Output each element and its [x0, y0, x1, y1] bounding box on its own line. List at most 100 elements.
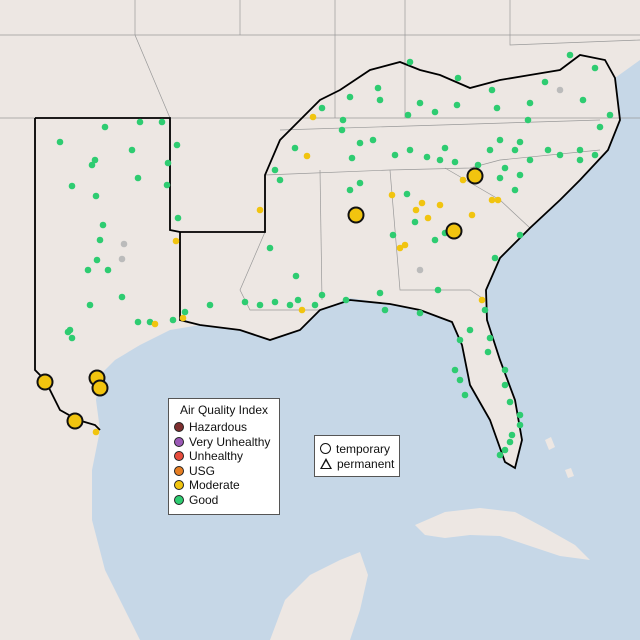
monitor-moderate[interactable]	[303, 152, 311, 160]
monitor-good[interactable]	[163, 181, 171, 189]
monitor-moderate[interactable]	[401, 241, 409, 249]
monitor-good[interactable]	[491, 254, 499, 262]
monitor-good[interactable]	[486, 146, 494, 154]
monitor-good[interactable]	[456, 376, 464, 384]
monitor-good[interactable]	[506, 398, 514, 406]
monitor-moderate[interactable]	[488, 196, 496, 204]
monitor-good[interactable]	[579, 96, 587, 104]
monitor-good[interactable]	[423, 153, 431, 161]
monitor-good[interactable]	[416, 309, 424, 317]
monitor-good[interactable]	[496, 451, 504, 459]
monitor-good[interactable]	[541, 78, 549, 86]
monitor-good[interactable]	[501, 366, 509, 374]
monitor-good[interactable]	[403, 190, 411, 198]
monitor-good[interactable]	[576, 156, 584, 164]
monitor-good[interactable]	[591, 64, 599, 72]
monitor-good[interactable]	[411, 218, 419, 226]
monitor-good[interactable]	[169, 316, 177, 324]
monitor-good[interactable]	[356, 179, 364, 187]
monitor-good[interactable]	[318, 104, 326, 112]
monitor-moderate[interactable]	[256, 206, 264, 214]
monitor-good[interactable]	[506, 438, 514, 446]
monitor-good[interactable]	[92, 192, 100, 200]
monitor-good[interactable]	[526, 99, 534, 107]
monitor-good[interactable]	[596, 123, 604, 131]
monitor-good[interactable]	[451, 366, 459, 374]
monitor-moderate[interactable]	[436, 201, 444, 209]
monitor-moderate[interactable]	[388, 191, 396, 199]
monitor-good[interactable]	[453, 101, 461, 109]
monitor-good[interactable]	[544, 146, 552, 154]
monitor-good[interactable]	[88, 161, 96, 169]
monitor-good[interactable]	[434, 286, 442, 294]
monitor-moderate[interactable]	[396, 244, 404, 252]
monitor-good[interactable]	[136, 118, 144, 126]
monitor-good[interactable]	[406, 58, 414, 66]
monitor-good[interactable]	[406, 146, 414, 154]
monitor-good[interactable]	[256, 301, 264, 309]
monitor-good[interactable]	[501, 381, 509, 389]
monitor-moderate-temporary[interactable]	[36, 373, 54, 391]
monitor-good[interactable]	[339, 116, 347, 124]
monitor-good[interactable]	[311, 301, 319, 309]
monitor-good[interactable]	[526, 156, 534, 164]
monitor-moderate[interactable]	[92, 428, 100, 436]
monitor-good[interactable]	[431, 108, 439, 116]
monitor-good[interactable]	[416, 99, 424, 107]
monitor-good[interactable]	[291, 144, 299, 152]
monitor-good[interactable]	[516, 171, 524, 179]
monitor-good[interactable]	[99, 221, 107, 229]
monitor-good[interactable]	[511, 146, 519, 154]
monitor-good[interactable]	[266, 244, 274, 252]
monitor-good[interactable]	[501, 164, 509, 172]
monitor-good[interactable]	[516, 411, 524, 419]
monitor-moderate-temporary[interactable]	[66, 412, 84, 430]
monitor-good[interactable]	[318, 291, 326, 299]
monitor-good[interactable]	[369, 136, 377, 144]
monitor-good[interactable]	[454, 74, 462, 82]
monitor-good[interactable]	[404, 111, 412, 119]
monitor-good[interactable]	[346, 93, 354, 101]
monitor-good[interactable]	[486, 334, 494, 342]
monitor-no-data[interactable]	[416, 266, 424, 274]
monitor-moderate-temporary[interactable]	[466, 167, 484, 185]
monitor-good[interactable]	[181, 308, 189, 316]
monitor-good[interactable]	[84, 266, 92, 274]
monitor-good[interactable]	[508, 431, 516, 439]
monitor-good[interactable]	[376, 96, 384, 104]
monitor-good[interactable]	[511, 186, 519, 194]
monitor-good[interactable]	[488, 86, 496, 94]
monitor-moderate[interactable]	[418, 199, 426, 207]
monitor-good[interactable]	[68, 334, 76, 342]
monitor-good[interactable]	[271, 166, 279, 174]
monitor-good[interactable]	[93, 256, 101, 264]
monitor-good[interactable]	[516, 231, 524, 239]
monitor-good[interactable]	[134, 174, 142, 182]
monitor-good[interactable]	[346, 186, 354, 194]
monitor-good[interactable]	[591, 151, 599, 159]
monitor-good[interactable]	[493, 104, 501, 112]
monitor-good[interactable]	[484, 348, 492, 356]
monitor-good[interactable]	[441, 144, 449, 152]
monitor-good[interactable]	[556, 151, 564, 159]
monitor-good[interactable]	[466, 326, 474, 334]
monitor-moderate[interactable]	[468, 211, 476, 219]
monitor-good[interactable]	[576, 146, 584, 154]
monitor-good[interactable]	[374, 84, 382, 92]
monitor-good[interactable]	[68, 182, 76, 190]
monitor-good[interactable]	[516, 421, 524, 429]
monitor-good[interactable]	[64, 328, 72, 336]
monitor-moderate[interactable]	[494, 196, 502, 204]
monitor-good[interactable]	[174, 214, 182, 222]
monitor-good[interactable]	[338, 126, 346, 134]
monitor-moderate[interactable]	[412, 206, 420, 214]
monitor-moderate[interactable]	[179, 314, 187, 322]
monitor-good[interactable]	[173, 141, 181, 149]
monitor-good[interactable]	[391, 151, 399, 159]
monitor-good[interactable]	[496, 174, 504, 182]
monitor-good[interactable]	[501, 446, 509, 454]
monitor-good[interactable]	[348, 154, 356, 162]
monitor-good[interactable]	[286, 301, 294, 309]
monitor-moderate[interactable]	[459, 176, 467, 184]
monitor-moderate-temporary[interactable]	[445, 222, 463, 240]
